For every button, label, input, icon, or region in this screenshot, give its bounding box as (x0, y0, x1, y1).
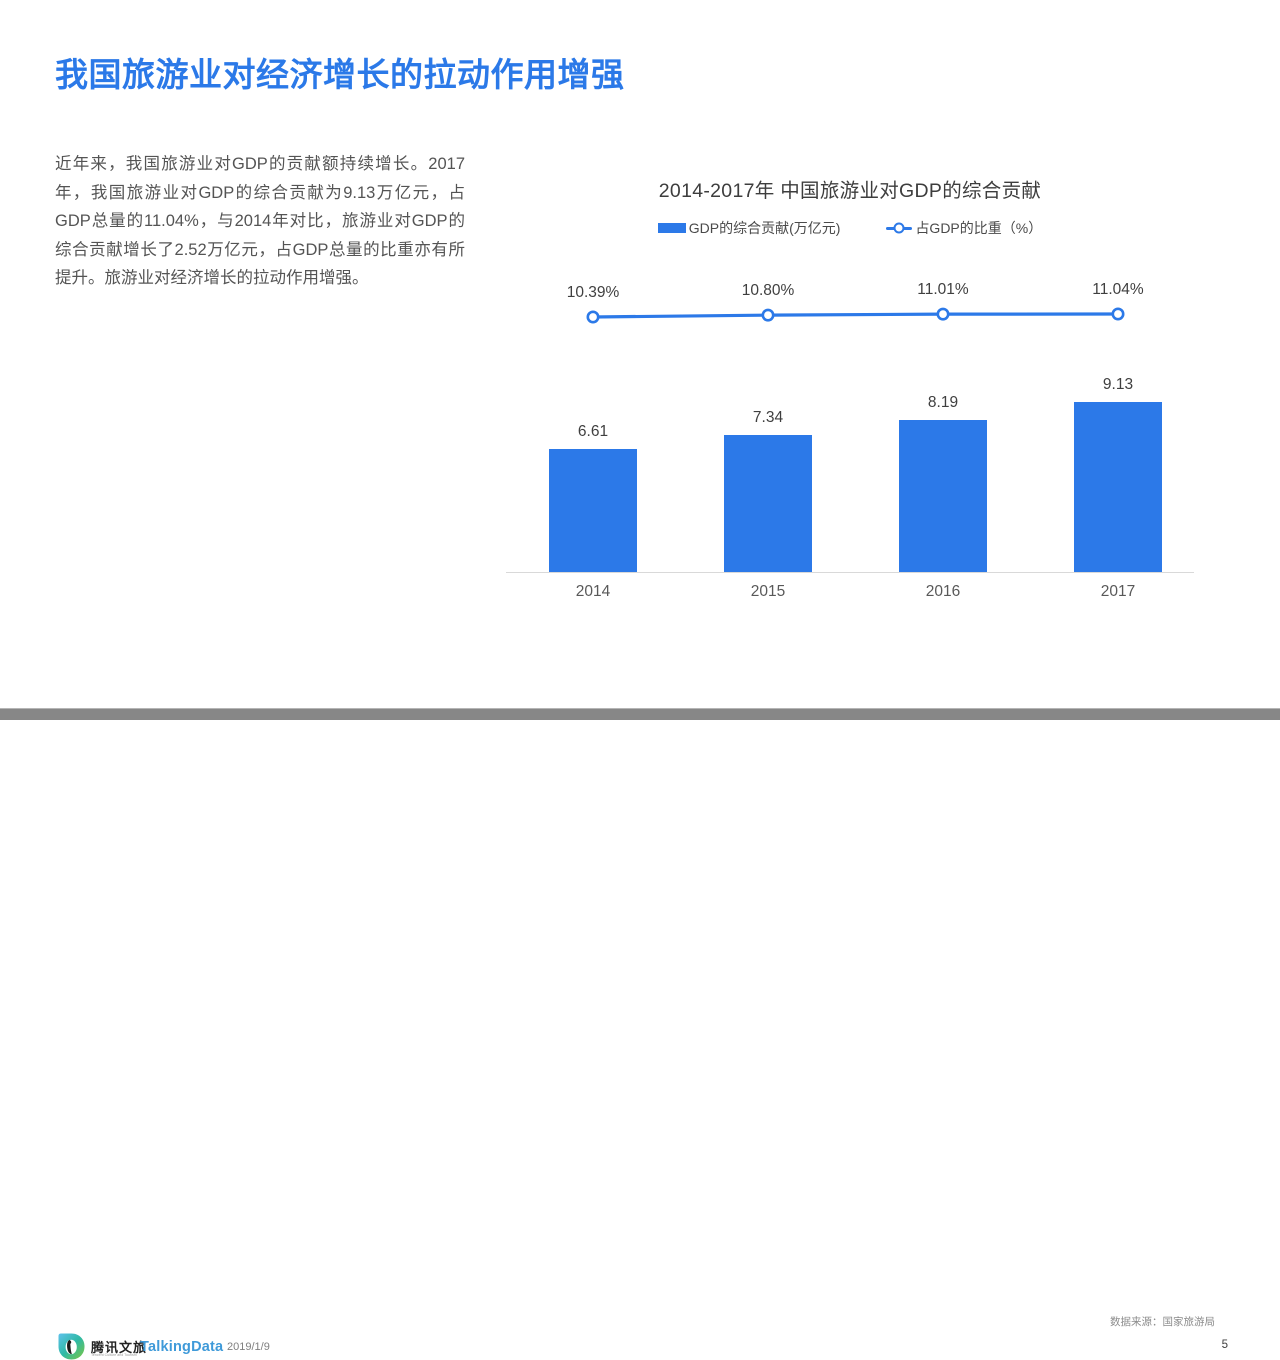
chart-legend: GDP的综合贡献(万亿元) 占GDP的比重（%） (500, 218, 1200, 238)
bar-value-label: 9.13 (1102, 376, 1134, 394)
line-series-swatch-icon (886, 222, 913, 234)
chart-title: 2014-2017年 中国旅游业对GDP的综合贡献 (658, 180, 1042, 202)
line-value-label: 11.04% (1092, 281, 1144, 298)
page-number: 5 (1221, 1339, 1228, 1351)
line-value-label: 10.39% (566, 284, 620, 301)
bar-2015 (724, 435, 812, 572)
data-source-note: 数据来源：国家旅游局 (1110, 1316, 1215, 1328)
line-series-marker (936, 307, 950, 321)
report-date: 2019/1/9 (227, 1341, 270, 1353)
talkingdata-wordmark: TalkingData (140, 1339, 224, 1355)
legend-item-bar-series: GDP的综合贡献(万亿元) (657, 218, 841, 238)
line-series-marker (586, 310, 600, 324)
line-value-label: 11.01% (917, 281, 969, 299)
line-series-legend-label: 占GDP的比重（%） (915, 220, 1043, 236)
x-axis-tick-label: 2015 (750, 583, 786, 600)
legend-item-line-series: 占GDP的比重（%） (886, 218, 1042, 238)
x-axis-tick-label: 2014 (575, 583, 611, 600)
bar-series-swatch-icon (657, 223, 686, 233)
line-value-label: 10.80% (741, 282, 795, 300)
bar-series-legend-label: GDP的综合贡献(万亿元) (688, 220, 841, 236)
line-series-marker (1111, 307, 1125, 321)
x-axis-line (506, 572, 1194, 573)
line-series-marker (761, 308, 775, 322)
bar-value-label: 8.19 (927, 393, 959, 411)
footer: 腾讯文旅 Tencent Culture and Tourism Talking… (0, 660, 1280, 1360)
page-title: 我国旅游业对经济增长的拉动作用增强 (55, 56, 625, 93)
bar-2017 (1074, 402, 1162, 572)
gdp-combined-chart: 2014-2017年 中国旅游业对GDP的综合贡献 GDP的综合贡献(万亿元) … (500, 160, 1200, 620)
bar-value-label: 6.61 (577, 423, 609, 441)
tencent-culture-tourism-logo-icon (58, 1333, 85, 1360)
bar-value-label: 7.34 (752, 409, 784, 427)
body-paragraph: 近年来，我国旅游业对GDP的贡献额持续增长。2017年，我国旅游业对GDP的综合… (55, 155, 465, 288)
x-axis-tick-label: 2016 (925, 583, 961, 600)
bottom-edge-bar (0, 708, 1280, 720)
x-axis-tick-label: 2017 (1100, 583, 1136, 600)
bar-2016 (899, 419, 987, 572)
line-series-path (592, 312, 1119, 319)
bar-2014 (549, 449, 637, 572)
marker-dot-icon (893, 222, 905, 234)
slide: 我国旅游业对经济增长的拉动作用增强 近年来，我国旅游业对GDP的贡献额持续增长。… (0, 56, 1280, 1360)
